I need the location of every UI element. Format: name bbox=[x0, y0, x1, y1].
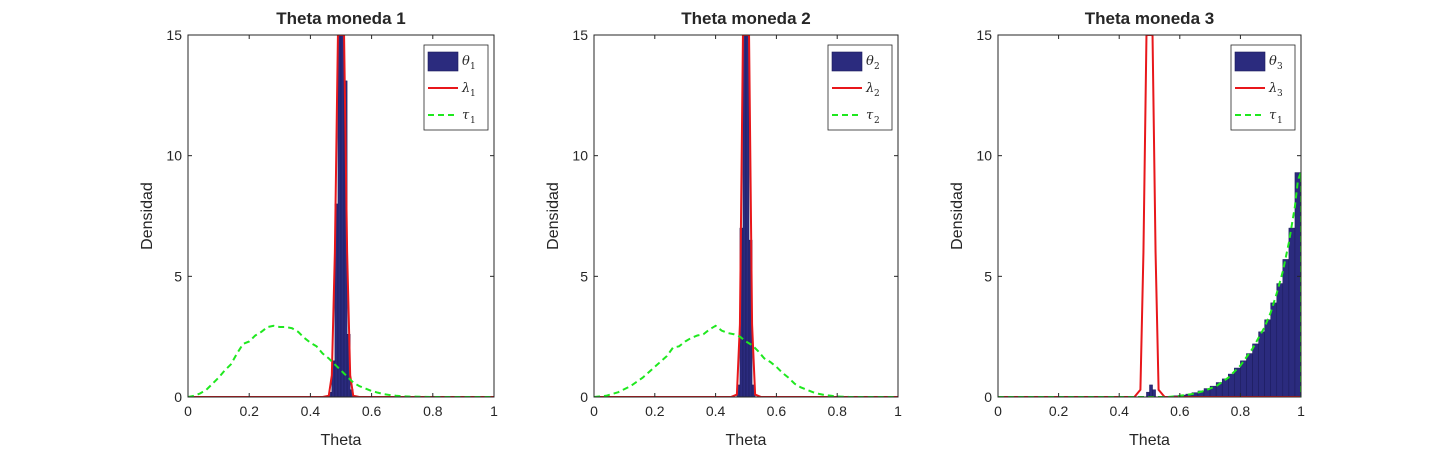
y-tick-label: 5 bbox=[174, 268, 182, 284]
legend-entry-subscript: 3 bbox=[1277, 89, 1283, 99]
tau-series-line bbox=[998, 172, 1301, 397]
legend-entry-label: λ bbox=[461, 81, 470, 96]
plot-content bbox=[594, 35, 898, 397]
histogram-bar bbox=[1270, 302, 1278, 397]
chart-title: Theta moneda 1 bbox=[276, 9, 405, 28]
legend: θ 2λ 2τ 2 bbox=[827, 44, 893, 131]
x-tick-label: 0.8 bbox=[827, 403, 847, 419]
axes-box bbox=[997, 34, 1302, 398]
histogram-bar bbox=[1234, 367, 1241, 397]
histogram-bar bbox=[745, 35, 750, 397]
axes-box bbox=[187, 34, 495, 398]
legend-entry-label: τ bbox=[866, 108, 874, 123]
chart-title: Theta moneda 3 bbox=[1085, 9, 1214, 28]
x-tick-label: 1 bbox=[490, 403, 498, 419]
histogram-bar bbox=[340, 35, 345, 397]
y-tick-label: 10 bbox=[572, 148, 588, 164]
x-axis-label: Theta bbox=[1129, 432, 1170, 449]
legend-entry-subscript: 2 bbox=[874, 62, 880, 72]
x-tick-label: 0.6 bbox=[767, 403, 787, 419]
y-tick-label: 0 bbox=[174, 389, 182, 405]
legend-swatch-bars bbox=[427, 51, 459, 72]
x-tick-label: 0.8 bbox=[1231, 403, 1251, 419]
x-tick-label: 0 bbox=[994, 403, 1002, 419]
histogram-bar bbox=[337, 35, 342, 397]
y-tick-label: 10 bbox=[976, 148, 992, 164]
x-tick-label: 0.2 bbox=[1049, 403, 1069, 419]
histogram-bar bbox=[1276, 283, 1284, 397]
x-tick-label: 0.2 bbox=[645, 403, 665, 419]
histogram-bar bbox=[1221, 378, 1229, 397]
legend-entry-subscript: 1 bbox=[1277, 116, 1283, 126]
lambda-series-line bbox=[594, 35, 898, 397]
histogram-bar bbox=[1149, 384, 1153, 397]
y-axis-label: Densidad bbox=[139, 182, 156, 250]
histogram-bar bbox=[1152, 389, 1156, 397]
legend-entry-label: θ bbox=[462, 54, 470, 69]
legend-entry-subscript: 1 bbox=[470, 116, 476, 126]
legend: θ 1λ 1τ 1 bbox=[423, 44, 489, 131]
x-tick-label: 0.2 bbox=[239, 403, 259, 419]
histogram-bar bbox=[1246, 353, 1253, 397]
x-tick-label: 1 bbox=[894, 403, 902, 419]
y-tick-label: 15 bbox=[572, 27, 588, 43]
lambda-series-line bbox=[998, 35, 1301, 397]
x-tick-label: 0.4 bbox=[301, 403, 321, 419]
y-axis-label: Densidad bbox=[545, 182, 562, 250]
legend-entry-label: θ bbox=[866, 54, 874, 69]
y-tick-label: 15 bbox=[166, 27, 182, 43]
y-axis-label: Densidad bbox=[949, 182, 966, 250]
histogram-bar bbox=[1264, 319, 1271, 397]
x-tick-label: 0.6 bbox=[1170, 403, 1190, 419]
x-tick-label: 0.4 bbox=[1109, 403, 1129, 419]
y-tick-label: 10 bbox=[166, 148, 182, 164]
legend-entry-subscript: 3 bbox=[1277, 62, 1283, 72]
y-tick-label: 0 bbox=[580, 389, 588, 405]
x-axis-label: Theta bbox=[726, 432, 767, 449]
x-tick-label: 0.6 bbox=[362, 403, 382, 419]
axes-box bbox=[593, 34, 899, 398]
legend-entry-subscript: 1 bbox=[470, 89, 476, 99]
x-tick-label: 0 bbox=[184, 403, 192, 419]
tau-series-line bbox=[594, 324, 898, 397]
y-tick-label: 0 bbox=[984, 389, 992, 405]
legend-entry-subscript: 2 bbox=[874, 89, 880, 99]
x-tick-label: 1 bbox=[1297, 403, 1305, 419]
y-tick-label: 5 bbox=[580, 268, 588, 284]
legend-entry-label: λ bbox=[1268, 81, 1277, 96]
legend-entry-subscript: 2 bbox=[874, 116, 880, 126]
legend-swatch-bars bbox=[831, 51, 863, 72]
histogram-bar bbox=[1282, 259, 1290, 397]
histogram-bar bbox=[1258, 331, 1265, 397]
tau-series-line bbox=[188, 324, 494, 397]
legend-entry-label: τ bbox=[462, 108, 470, 123]
x-tick-label: 0.4 bbox=[706, 403, 726, 419]
x-axis-label: Theta bbox=[321, 432, 362, 449]
legend-entry-label: θ bbox=[1269, 54, 1277, 69]
plot-content bbox=[188, 35, 494, 397]
lambda-series-line bbox=[188, 35, 494, 397]
legend: θ 3λ 3τ 1 bbox=[1230, 44, 1296, 131]
x-tick-label: 0.8 bbox=[423, 403, 443, 419]
legend-swatch-bars bbox=[1234, 51, 1266, 72]
y-tick-label: 15 bbox=[976, 27, 992, 43]
histogram-bar bbox=[1240, 360, 1247, 397]
histogram-bar bbox=[1288, 227, 1296, 397]
legend-entry-label: τ bbox=[1269, 108, 1277, 123]
chart-title: Theta moneda 2 bbox=[681, 9, 810, 28]
legend-entry-subscript: 1 bbox=[470, 62, 476, 72]
y-tick-label: 5 bbox=[984, 268, 992, 284]
legend-entry-label: λ bbox=[865, 81, 874, 96]
x-tick-label: 0 bbox=[590, 403, 598, 419]
histogram-bar bbox=[1252, 343, 1259, 397]
histogram-bar bbox=[742, 35, 747, 397]
